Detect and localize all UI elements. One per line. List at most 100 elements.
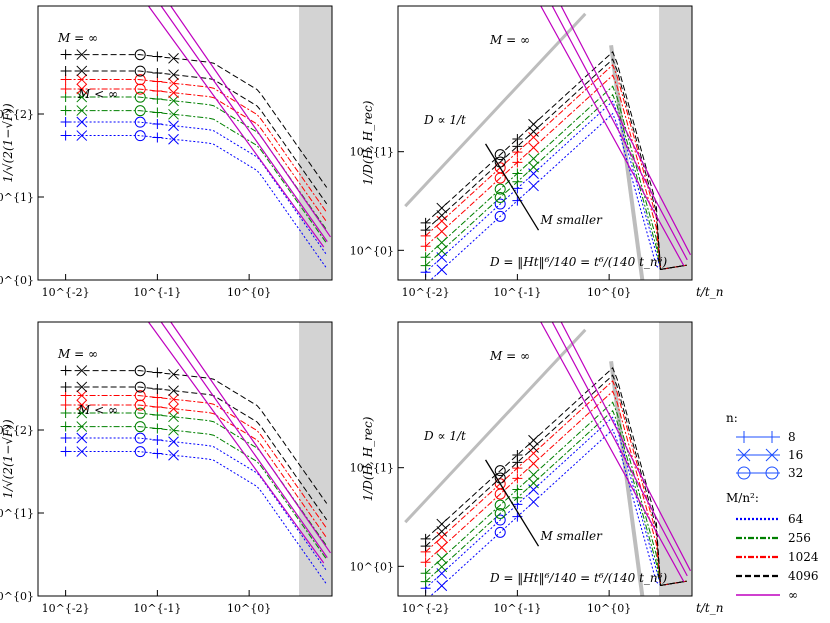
marker-circle [134, 130, 146, 142]
y-tick-label: 10^{0} [0, 274, 34, 287]
marker-circle [134, 105, 146, 117]
series-inf-1 [551, 322, 688, 577]
y-tick-label: 10^{2} [0, 424, 34, 437]
legend-m-3: 4096 [736, 569, 819, 583]
marker-plus [60, 65, 71, 76]
legend-m-label-1: 256 [788, 531, 811, 545]
marker-circle [134, 399, 146, 411]
shaded-region [659, 322, 692, 596]
series-64-0 [65, 135, 328, 269]
marker-x [528, 496, 539, 508]
series-inf-2 [170, 6, 331, 238]
marker-x [528, 180, 539, 192]
marker-x [528, 131, 539, 143]
marker-circle [494, 499, 506, 511]
marker-plus [60, 381, 71, 392]
series-inf-0 [148, 6, 325, 248]
marker-plus [60, 433, 71, 444]
marker-x [528, 153, 539, 165]
marker-plus [420, 217, 431, 228]
marker-plus [420, 241, 431, 252]
annotation-m-finite: M < ∞ [77, 87, 118, 101]
series-1024-0 [425, 74, 687, 270]
marker-x [76, 83, 88, 95]
series-256-0 [425, 93, 687, 270]
marker-plus [152, 76, 163, 87]
series-1024-1 [425, 64, 687, 270]
series-4096-0 [425, 374, 687, 586]
series-4096-0 [65, 70, 328, 205]
marker-x [436, 580, 448, 592]
guide-d-inv-t [404, 12, 587, 208]
annotation-m-smaller: M smaller [540, 529, 604, 543]
marker-x [76, 65, 88, 77]
marker-x [436, 264, 448, 276]
marker-x [76, 407, 88, 419]
series-4096-1 [425, 367, 687, 586]
y-tick-label: 10^{1} [0, 507, 34, 520]
marker-circle [134, 390, 146, 402]
legend-n-16: 16 [736, 448, 803, 462]
annotation-m-inf: M = ∞ [57, 347, 98, 361]
marker-x [76, 105, 88, 116]
annotation-d-formula: D = ‖Ht‖⁶/140 = t⁶/(140 t_n⁶) [489, 571, 667, 585]
x-tick-label: 10^{-1} [493, 602, 541, 615]
series-1024-1 [65, 395, 328, 529]
marker-plus [152, 67, 163, 78]
marker-x [76, 49, 88, 60]
marker-x [76, 421, 88, 432]
series-1024-1 [65, 79, 328, 213]
y-tick-label: 10^{1} [350, 462, 394, 475]
legend-m-label-2: 1024 [788, 550, 819, 564]
marker-plus [512, 484, 523, 495]
x-tick-label: 10^{-1} [133, 602, 181, 615]
y-axis-label: 1/√(2(1−√F)) [1, 419, 15, 499]
marker-x [168, 87, 179, 99]
marker-circle [494, 183, 506, 195]
marker-x [528, 434, 539, 446]
chart-panel-bottom-left: 10^{-2} 10^{-1} 10^{0} 10^{0} 10^{1} 10^{2}1/… [0, 321, 333, 615]
marker-x [528, 469, 539, 481]
legend-n-16-label: 16 [788, 448, 803, 462]
series-inf-0 [148, 322, 325, 564]
marker-circle [494, 478, 506, 490]
series-256-0 [425, 409, 687, 586]
series-256-0 [65, 110, 328, 244]
arrow-m-smaller [485, 143, 540, 231]
marker-x [528, 118, 539, 130]
y-tick-label: 10^{1} [0, 191, 34, 204]
marker-plus [60, 446, 71, 457]
marker-plus [152, 51, 163, 62]
y-tick-label: 10^{0} [350, 560, 394, 573]
series-1024-0 [425, 390, 687, 586]
marker-x [76, 446, 88, 457]
marker-x [76, 74, 88, 85]
marker-circle [134, 446, 146, 458]
plot-area [60, 6, 331, 269]
marker-plus [420, 533, 431, 544]
legend-n-title: n: [726, 411, 738, 425]
marker-x [436, 245, 448, 257]
marker-circle [134, 432, 146, 444]
marker-plus [512, 449, 523, 460]
series-4096-1 [425, 51, 687, 270]
marker-x [76, 399, 88, 411]
x-tick-label: 10^{0} [227, 286, 271, 299]
series-4096-0 [425, 58, 687, 270]
marker-x [76, 130, 88, 141]
legend-m-label-4: ∞ [788, 588, 798, 602]
legend-m-0: 64 [736, 512, 804, 526]
marker-x [168, 393, 179, 405]
series-inf-0 [540, 6, 685, 266]
legend-n-8: 8 [736, 430, 796, 444]
plot-area [404, 6, 692, 280]
marker-x [76, 432, 88, 444]
annotation-m-finite: M < ∞ [77, 403, 118, 417]
marker-x [436, 531, 448, 543]
series-inf-2 [560, 322, 692, 572]
marker-circle [134, 65, 146, 77]
marker-plus [60, 117, 71, 128]
marker-plus [60, 105, 71, 116]
annotation-m-smaller: M smaller [540, 213, 604, 227]
marker-circle [134, 365, 146, 377]
